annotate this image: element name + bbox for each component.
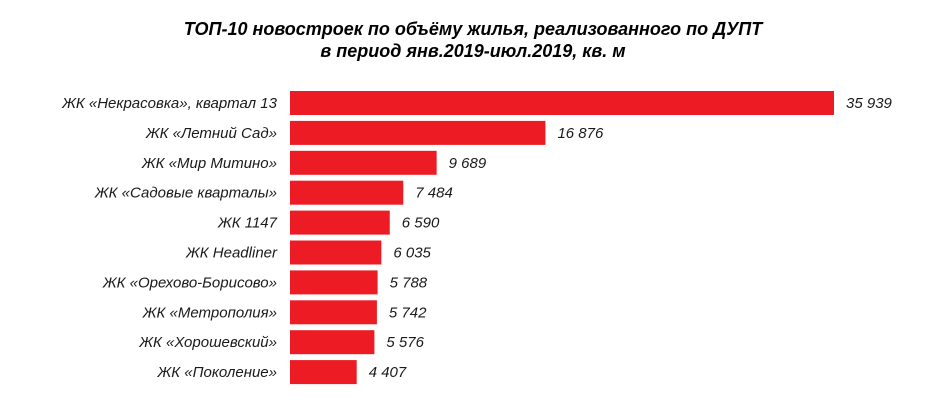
value-label: 6 035 bbox=[393, 245, 431, 262]
bar bbox=[290, 150, 437, 175]
category-label: ЖК «Некрасовка», квартал 13 bbox=[61, 95, 278, 112]
bars-group bbox=[290, 91, 834, 385]
value-label: 4 407 bbox=[369, 364, 407, 381]
category-label: ЖК «Поколение» bbox=[157, 364, 278, 381]
bar bbox=[290, 360, 357, 385]
value-label: 16 876 bbox=[557, 125, 604, 142]
category-label: ЖК «Орехово-Борисово» bbox=[102, 274, 277, 291]
category-label: ЖК «Мир Митино» bbox=[141, 155, 277, 172]
chart-title: ТОП-10 новостроек по объёму жилья, реали… bbox=[0, 18, 946, 62]
bar bbox=[290, 300, 377, 325]
bar bbox=[290, 330, 375, 355]
category-label: ЖК Headliner bbox=[185, 245, 278, 262]
value-label: 35 939 bbox=[846, 95, 893, 112]
category-label: ЖК «Метрополия» bbox=[142, 304, 277, 321]
category-label: ЖК 1147 bbox=[217, 215, 278, 232]
bar bbox=[290, 210, 390, 235]
value-labels: 35 939 16 876 9 689 7 484 6 590 6 035 5 788 5 7… bbox=[369, 95, 893, 381]
chart-title-line-2: в период янв.2019-июл.2019, кв. м bbox=[320, 41, 626, 61]
bar bbox=[290, 180, 404, 205]
chart-title-line-1: ТОП-10 новостроек по объёму жилья, реали… bbox=[183, 19, 763, 39]
value-label: 6 590 bbox=[402, 215, 440, 232]
category-label: ЖК «Садовые кварталы» bbox=[94, 185, 277, 202]
value-label: 5 788 bbox=[390, 274, 428, 291]
bar bbox=[290, 120, 546, 145]
value-label: 5 576 bbox=[386, 334, 424, 351]
category-labels: ЖК «Некрасовка», квартал 13 ЖК «Летний Са… bbox=[61, 95, 278, 381]
category-label: ЖК «Летний Сад» bbox=[145, 125, 277, 142]
bar bbox=[290, 240, 382, 265]
bar bbox=[290, 270, 378, 295]
value-label: 9 689 bbox=[449, 155, 487, 172]
category-label: ЖК «Хорошевский» bbox=[138, 334, 277, 351]
bar bbox=[290, 91, 834, 115]
value-label: 5 742 bbox=[389, 304, 427, 321]
value-label: 7 484 bbox=[415, 185, 453, 202]
